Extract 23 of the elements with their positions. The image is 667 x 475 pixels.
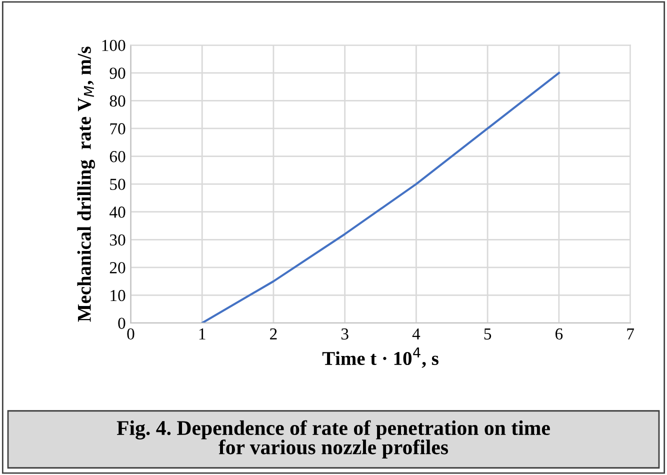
y-tick-label: 10 xyxy=(110,290,126,302)
x-tick-label: 1 xyxy=(199,328,206,340)
x-tick-label: 2 xyxy=(270,328,277,340)
x-axis-title: Time t · 10$^{4}$, s xyxy=(322,348,438,368)
y-tick-label: 100 xyxy=(102,40,126,52)
y-tick-label: 60 xyxy=(110,150,126,162)
caption: Fig. 4. Dependence of rate of penetration on time for various nozzle profiles xyxy=(116,420,550,459)
y-tick-label: 80 xyxy=(110,95,126,107)
y-tick-label: 20 xyxy=(110,262,126,274)
x-tick-label: 6 xyxy=(555,328,563,340)
y-tick-label: 30 xyxy=(110,234,126,246)
x-tick-label: 3 xyxy=(341,328,348,340)
y-tick-label: 40 xyxy=(110,206,126,218)
y-tick-label: 0 xyxy=(118,318,126,329)
x-tick-label: 5 xyxy=(484,328,492,340)
y-tick-label: 70 xyxy=(110,123,126,134)
x-tick-label: 7 xyxy=(627,328,634,340)
x-tick-label: 4 xyxy=(412,328,420,340)
x-tick-label: 0 xyxy=(127,328,134,340)
y-axis-title: Mechanical drilling rate V$_{M}$, m/s xyxy=(77,46,96,322)
line-series xyxy=(201,72,560,323)
y-tick-label: 90 xyxy=(110,68,126,79)
y-tick-label: 50 xyxy=(110,178,126,190)
